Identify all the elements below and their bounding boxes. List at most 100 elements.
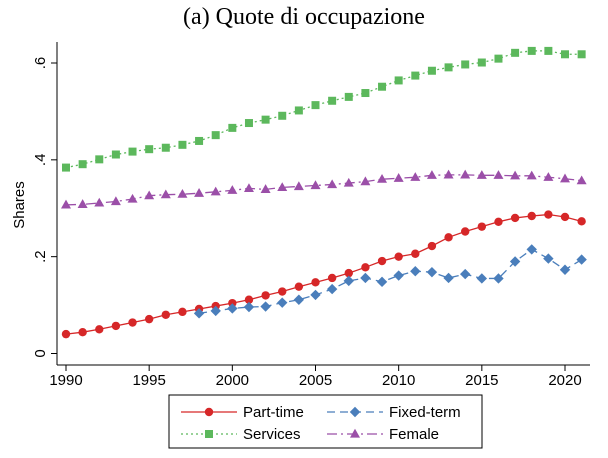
y-tick-label: .2 xyxy=(32,250,49,263)
data-point-services xyxy=(328,96,337,105)
x-tick-label: 1995 xyxy=(132,372,165,389)
data-point-female xyxy=(243,183,254,192)
data-point-fixed-term xyxy=(227,303,238,314)
data-point-services xyxy=(411,71,420,80)
y-tick-label: 0 xyxy=(32,349,49,357)
y-tick-label: .4 xyxy=(32,154,49,167)
data-point-services xyxy=(477,58,486,67)
data-point-part-time xyxy=(95,325,104,334)
y-axis-label: Shares xyxy=(11,181,28,229)
data-point-fixed-term xyxy=(293,294,305,305)
data-point-part-time xyxy=(144,314,154,324)
data-point-services xyxy=(444,63,453,72)
data-point-services xyxy=(311,101,320,110)
data-point-female xyxy=(327,179,338,189)
data-point-fixed-term xyxy=(260,301,271,312)
data-point-services xyxy=(494,54,503,63)
data-point-services xyxy=(195,136,204,145)
x-tick-label: 2000 xyxy=(216,372,249,389)
series-layer xyxy=(61,46,587,339)
data-point-female xyxy=(144,190,155,200)
data-point-fixed-term xyxy=(376,276,388,288)
data-point-part-time xyxy=(444,233,453,242)
data-point-part-time xyxy=(278,287,287,296)
x-tick-label: 2015 xyxy=(465,372,498,389)
data-point-services xyxy=(544,46,553,55)
data-point-part-time xyxy=(394,252,403,261)
data-point-part-time xyxy=(344,268,353,278)
data-point-female xyxy=(61,199,71,209)
data-point-part-time xyxy=(294,282,304,291)
data-point-services xyxy=(244,119,253,128)
data-point-part-time xyxy=(244,295,254,304)
legend-label-female: Female xyxy=(389,426,439,443)
data-point-female xyxy=(377,174,388,183)
data-point-services xyxy=(394,76,403,85)
data-point-part-time xyxy=(377,256,387,266)
data-point-fixed-term xyxy=(343,275,354,287)
data-point-female xyxy=(476,170,487,179)
y-tick-label: .6 xyxy=(32,57,49,70)
data-point-services xyxy=(427,66,436,75)
data-point-fixed-term xyxy=(509,256,521,267)
data-point-services xyxy=(561,50,569,59)
data-point-part-time xyxy=(411,249,420,258)
data-point-part-time xyxy=(427,241,437,251)
data-point-services xyxy=(128,147,137,156)
x-tick-label: 2005 xyxy=(299,372,332,389)
data-point-services xyxy=(577,50,586,59)
data-point-services xyxy=(228,123,237,132)
data-point-female xyxy=(127,193,138,203)
data-point-female xyxy=(194,188,205,197)
data-point-services xyxy=(511,48,520,57)
data-point-services xyxy=(178,140,187,149)
data-point-fixed-term xyxy=(559,264,571,275)
data-point-services xyxy=(344,92,353,101)
legend-label-fixed-term: Fixed-term xyxy=(389,404,461,421)
data-point-part-time xyxy=(78,327,87,337)
legend-marker-services xyxy=(205,430,213,438)
data-point-services xyxy=(62,163,70,172)
data-point-female xyxy=(260,184,271,193)
legend-item-fixed-term: Fixed-term xyxy=(327,404,461,421)
data-point-female xyxy=(77,199,88,208)
legend-marker-female xyxy=(350,428,360,438)
data-point-female xyxy=(177,189,188,198)
data-point-female xyxy=(293,181,304,191)
data-point-female xyxy=(277,182,288,192)
legend-marker-part-time xyxy=(204,407,214,417)
data-point-female xyxy=(493,170,504,179)
data-point-part-time xyxy=(327,273,337,283)
y-axis: 0 .2 .4 .6 xyxy=(32,57,57,358)
legend-marker-fixed-term xyxy=(349,406,361,418)
data-point-services xyxy=(145,145,154,154)
data-point-female xyxy=(426,170,437,179)
data-point-female xyxy=(110,196,121,206)
data-point-part-time xyxy=(311,278,320,287)
x-axis: 1990 1995 2000 2005 2010 2015 2020 xyxy=(49,365,582,389)
series-fixed-term xyxy=(193,244,587,319)
data-point-part-time xyxy=(111,321,121,331)
data-point-fixed-term xyxy=(193,308,205,319)
data-point-part-time xyxy=(228,298,237,308)
data-point-fixed-term xyxy=(326,283,338,295)
data-point-services xyxy=(161,143,170,152)
data-point-female xyxy=(543,172,554,181)
legend-item-services: Services xyxy=(181,426,301,443)
data-point-fixed-term xyxy=(210,305,221,317)
x-tick-label: 1990 xyxy=(49,372,82,389)
data-point-services xyxy=(361,89,370,98)
data-point-part-time xyxy=(477,222,487,231)
data-point-services xyxy=(211,131,220,140)
data-point-part-time xyxy=(510,213,520,223)
legend-label-part-time: Part-time xyxy=(243,404,304,421)
legend-label-services: Services xyxy=(243,426,301,443)
series-line-services xyxy=(65,50,582,169)
series-line-fixed-term xyxy=(198,248,582,314)
data-point-fixed-term xyxy=(543,253,554,264)
data-point-fixed-term xyxy=(243,301,255,313)
series-female xyxy=(61,169,587,209)
data-point-fixed-term xyxy=(393,270,404,281)
data-point-female xyxy=(410,172,421,181)
